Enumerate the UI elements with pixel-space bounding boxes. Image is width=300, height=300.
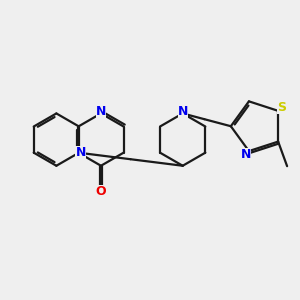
Text: N: N	[178, 106, 188, 118]
Text: O: O	[96, 185, 106, 198]
Text: N: N	[96, 106, 106, 118]
Text: N: N	[241, 148, 251, 160]
Text: N: N	[76, 146, 86, 159]
Text: S: S	[277, 101, 286, 114]
